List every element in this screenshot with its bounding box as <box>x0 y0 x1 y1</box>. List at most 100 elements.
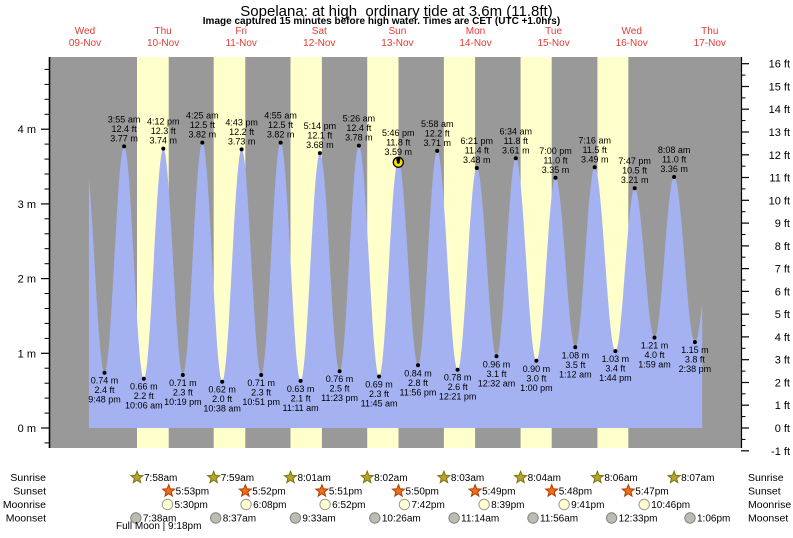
low-tide-label: 11:23 pm <box>321 393 358 403</box>
high-tide-label: 5:58 am <box>421 119 454 129</box>
high-tide-label: 6:21 pm <box>461 136 494 146</box>
y-axis-right-label: 5 ft <box>775 309 790 321</box>
row-label-moonrise-left: Moonrise <box>3 499 46 511</box>
low-tide-label: 2.5 ft <box>330 384 351 394</box>
full-moon-note: Full Moon | 9:18pm <box>116 521 202 532</box>
row-label-moonset-left: Moonset <box>6 513 46 525</box>
tide-extreme-dot <box>239 147 244 152</box>
low-tide-label: 0.78 m <box>444 373 472 383</box>
sunrise-icon <box>590 469 605 484</box>
low-tide-label: 1.08 m <box>562 350 590 360</box>
low-tide-label: 1:44 pm <box>599 373 632 383</box>
row-label-sunrise-right: Sunrise <box>748 472 784 484</box>
tide-extreme-dot <box>692 340 697 345</box>
high-tide-label: 3.82 m <box>267 130 295 140</box>
low-tide-label: 9:48 pm <box>88 395 121 405</box>
low-tide-label: 10:19 pm <box>164 397 202 407</box>
tide-extreme-dot <box>259 373 264 377</box>
y-axis-right-label: 3 ft <box>775 355 790 367</box>
sunrise-icon <box>666 469 682 484</box>
tide-extreme-dot <box>356 143 361 148</box>
low-tide-label: 12:32 am <box>478 378 516 388</box>
high-tide-label: 3.21 m <box>621 175 649 185</box>
y-axis-left-label: 0 m <box>18 423 36 435</box>
row-label-sunset-right: Sunset <box>748 486 781 498</box>
tide-extreme-dot <box>298 378 303 383</box>
moonset-time: 11:56am <box>540 514 578 525</box>
moonrise-icon <box>558 498 570 511</box>
sunset-time: 5:51pm <box>329 487 362 498</box>
moonrise-icon <box>638 498 650 511</box>
low-tide-label: 0.76 m <box>326 374 354 384</box>
moonrise-icon <box>478 498 490 511</box>
tide-extreme-dot <box>672 175 677 179</box>
high-tide-label: 3.82 m <box>189 130 217 140</box>
day-date-label: 10-Nov <box>147 38 179 49</box>
high-tide-label: 3.36 m <box>660 164 688 174</box>
high-tide-label: 4:43 pm <box>225 117 258 127</box>
tide-extreme-dot <box>592 165 597 170</box>
sunset-time: 5:50pm <box>405 487 438 498</box>
moonrise-icon <box>398 498 411 511</box>
moonrise-time: 6:52pm <box>332 500 365 511</box>
high-tide-label: 11.4 ft <box>465 146 490 156</box>
sunset-icon <box>544 483 560 498</box>
high-tide-label: 11.0 ft <box>662 155 687 165</box>
high-tide-label: 5:46 pm <box>382 128 415 138</box>
sunset-time: 5:53pm <box>176 487 209 498</box>
y-axis-right-label: 10 ft <box>769 195 790 207</box>
tide-extreme-dot <box>474 166 479 170</box>
low-tide-label: 2.4 ft <box>95 385 116 395</box>
sunrise-icon <box>359 469 375 484</box>
low-tide-label: 12:21 pm <box>439 392 477 402</box>
high-tide-label: 3.49 m <box>581 154 609 164</box>
y-axis-left-label: 3 m <box>18 199 36 211</box>
high-tide-label: 7:00 pm <box>539 146 572 156</box>
tide-extreme-dot <box>161 146 166 151</box>
day-label: Thu <box>701 26 718 37</box>
sunrise-icon <box>513 469 528 484</box>
moonrise-time: 5:30pm <box>174 500 207 511</box>
tide-extreme-dot <box>494 354 499 359</box>
low-tide-label: 2.0 ft <box>212 394 233 404</box>
moonset-time: 11:14am <box>461 514 499 525</box>
row-label-moonrise-right: Moonrise <box>748 499 791 511</box>
high-tide-label: 11.5 ft <box>583 145 608 155</box>
moonrise-time: 7:42pm <box>411 500 444 511</box>
day-label: Wed <box>75 26 95 37</box>
tide-extreme-dot <box>122 144 127 149</box>
low-tide-label: 1:00 pm <box>520 383 553 393</box>
tide-extreme-dot <box>613 349 618 354</box>
tide-extreme-dot <box>278 140 283 145</box>
row-label-sunrise-left: Sunrise <box>10 472 46 484</box>
high-tide-label: 12.2 ft <box>229 127 255 137</box>
low-tide-label: 0.63 m <box>287 384 315 394</box>
row-label-moonset-right: Moonset <box>748 513 788 525</box>
tide-extreme-dot <box>141 376 146 381</box>
low-tide-label: 2.6 ft <box>448 382 469 392</box>
y-axis-right-label: 8 ft <box>775 241 790 253</box>
moonrise-time: 8:39pm <box>491 500 524 511</box>
moonset-time: 1:06pm <box>697 514 730 525</box>
tide-extreme-dot <box>377 374 382 379</box>
tide-extreme-dot <box>396 157 401 162</box>
low-tide-label: 11:45 am <box>361 398 398 408</box>
high-tide-label: 5:14 pm <box>304 121 337 131</box>
low-tide-label: 0.66 m <box>130 382 158 392</box>
day-date-label: 11-Nov <box>225 38 257 49</box>
low-tide-label: 0.71 m <box>169 378 197 388</box>
moonset-icon <box>210 512 222 524</box>
high-tide-label: 10.5 ft <box>622 166 648 176</box>
sunrise-time: 8:02am <box>374 473 407 484</box>
y-axis-right-label: 13 ft <box>769 127 790 139</box>
low-tide-label: 1.21 m <box>641 341 669 351</box>
sunset-icon <box>391 483 406 498</box>
sunset-time: 5:48pm <box>559 487 592 498</box>
sunset-time: 5:49pm <box>482 487 515 498</box>
day-label: Wed <box>622 26 642 37</box>
moonrise-icon <box>161 498 174 511</box>
y-axis-right-label: 14 ft <box>769 104 790 116</box>
tide-extreme-dot <box>337 369 342 374</box>
high-tide-label: 3.59 m <box>385 147 413 157</box>
